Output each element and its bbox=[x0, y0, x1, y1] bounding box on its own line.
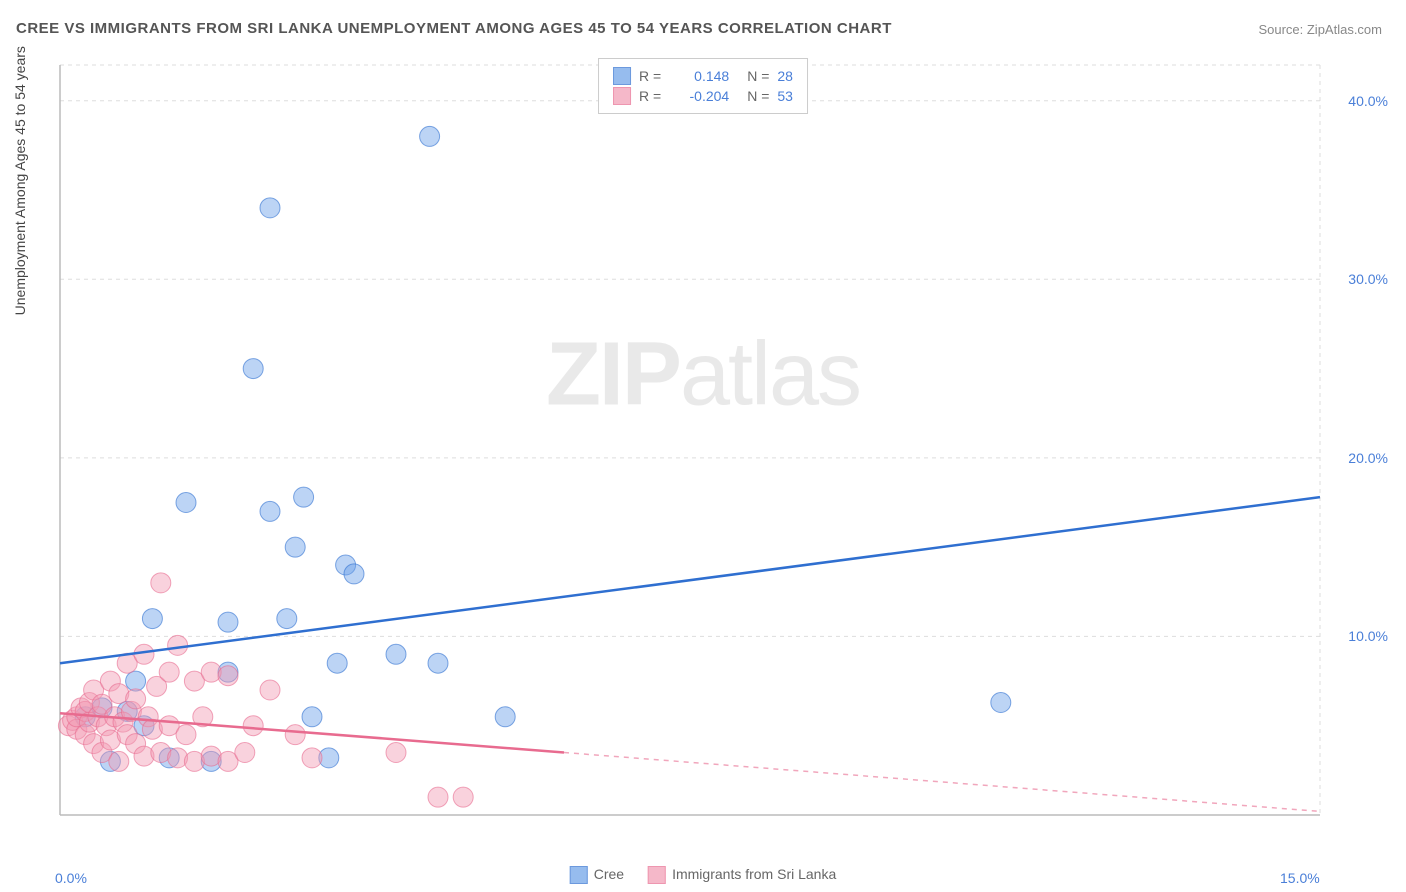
legend-swatch-cree bbox=[570, 866, 588, 884]
y-tick-label: 10.0% bbox=[1348, 628, 1388, 644]
legend-row-srilanka: R = -0.204 N = 53 bbox=[613, 87, 793, 105]
chart-area bbox=[50, 55, 1390, 855]
legend-label-srilanka: Immigrants from Sri Lanka bbox=[672, 866, 836, 882]
legend-n-label: N = bbox=[747, 88, 769, 104]
y-axis-label: Unemployment Among Ages 45 to 54 years bbox=[12, 46, 28, 315]
y-tick-label: 20.0% bbox=[1348, 450, 1388, 466]
source-attribution: Source: ZipAtlas.com bbox=[1258, 22, 1382, 37]
legend-swatch-cree bbox=[613, 67, 631, 85]
chart-title: CREE VS IMMIGRANTS FROM SRI LANKA UNEMPL… bbox=[16, 20, 892, 37]
legend-swatch-srilanka bbox=[648, 866, 666, 884]
x-tick-label: 15.0% bbox=[1280, 870, 1320, 886]
legend-n-value-cree: 28 bbox=[777, 68, 793, 84]
source-prefix: Source: bbox=[1258, 22, 1306, 37]
legend-r-label: R = bbox=[639, 88, 661, 104]
scatter-chart bbox=[50, 55, 1390, 855]
legend-item-cree: Cree bbox=[570, 866, 624, 884]
legend-label-cree: Cree bbox=[594, 866, 624, 882]
legend-item-srilanka: Immigrants from Sri Lanka bbox=[648, 866, 836, 884]
legend-r-label: R = bbox=[639, 68, 661, 84]
legend-r-value-cree: 0.148 bbox=[669, 68, 729, 84]
legend-r-value-srilanka: -0.204 bbox=[669, 88, 729, 104]
source-link[interactable]: ZipAtlas.com bbox=[1307, 22, 1382, 37]
legend-n-label: N = bbox=[747, 68, 769, 84]
y-tick-label: 40.0% bbox=[1348, 93, 1388, 109]
x-tick-label: 0.0% bbox=[55, 870, 87, 886]
correlation-legend: R = 0.148 N = 28 R = -0.204 N = 53 bbox=[598, 58, 808, 114]
y-tick-label: 30.0% bbox=[1348, 271, 1388, 287]
legend-swatch-srilanka bbox=[613, 87, 631, 105]
legend-n-value-srilanka: 53 bbox=[777, 88, 793, 104]
legend-row-cree: R = 0.148 N = 28 bbox=[613, 67, 793, 85]
series-legend: Cree Immigrants from Sri Lanka bbox=[570, 866, 837, 884]
